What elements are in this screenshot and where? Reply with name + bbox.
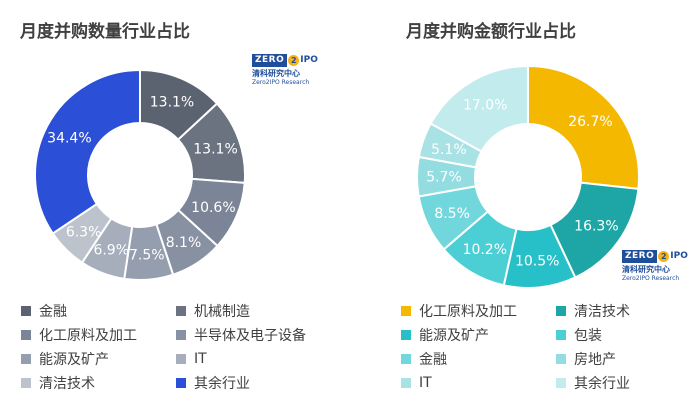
legend-label: 半导体及电子设备 — [194, 328, 306, 344]
legend-item: 清洁技术 — [556, 302, 700, 320]
legend-item: 半导体及电子设备 — [176, 326, 331, 344]
legend-label: 金融 — [39, 304, 67, 320]
slice-data-label: 17.0% — [463, 98, 507, 114]
zero2ipo-logo: ZERO 2 IPO 清科研究中心 Zero2IPO Research — [622, 250, 700, 290]
chart-legend: 金融 机械制造化工原料及加工 半导体及电子设备能源及矿产 IT 清洁技术 其余行业 — [21, 302, 331, 392]
legend-item: 其余行业 — [176, 374, 331, 392]
slice-data-label: 5.1% — [431, 142, 467, 158]
slice-data-label: 10.2% — [463, 242, 507, 258]
slice-data-label: 16.3% — [574, 219, 618, 235]
slice-data-label: 6.3% — [66, 225, 102, 241]
legend-label: 其余行业 — [574, 376, 630, 392]
quantity-share-panel: 月度并购数量行业占比 13.1% 13.1% 10.6% 8.1% 7.5% 6.9% 6.… — [20, 22, 338, 392]
donut-slice — [527, 64, 640, 190]
legend-swatch — [556, 306, 566, 316]
legend-label: IT — [419, 375, 432, 391]
logo-zero-text: ZERO — [622, 250, 658, 263]
legend-label: 清洁技术 — [39, 376, 95, 392]
legend-item: 化工原料及加工 — [21, 326, 176, 344]
slice-data-label: 13.1% — [150, 95, 194, 111]
legend-swatch — [176, 306, 186, 316]
legend-swatch — [21, 378, 31, 388]
legend-swatch — [401, 354, 411, 364]
legend-item: 化工原料及加工 — [401, 302, 556, 320]
legend-label: 化工原料及加工 — [419, 304, 517, 320]
legend-swatch — [176, 378, 186, 388]
legend-swatch — [176, 354, 186, 364]
legend-item: 清洁技术 — [21, 374, 176, 392]
logo-en-text: Zero2IPO Research — [252, 79, 310, 86]
zero2ipo-logo: ZERO 2 IPO 清科研究中心 Zero2IPO Research — [252, 54, 338, 94]
legend-label: 机械制造 — [194, 304, 250, 320]
legend-swatch — [401, 306, 411, 316]
logo-zero-text: ZERO — [252, 54, 288, 67]
legend-item: 金融 — [21, 302, 176, 320]
legend-label: 清洁技术 — [574, 304, 630, 320]
logo-ipo-text: IPO — [670, 251, 688, 261]
legend-swatch — [556, 378, 566, 388]
legend-swatch — [556, 330, 566, 340]
slice-data-label: 10.5% — [515, 253, 559, 269]
chart-title: 月度并购数量行业占比 — [20, 22, 190, 42]
slice-data-label: 26.7% — [568, 114, 612, 130]
legend-item: 金融 — [401, 350, 556, 368]
slice-data-label: 7.5% — [129, 248, 165, 264]
slice-data-label: 8.5% — [434, 206, 470, 222]
legend-swatch — [21, 330, 31, 340]
legend-swatch — [401, 378, 411, 388]
logo-en-text: Zero2IPO Research — [622, 275, 680, 282]
chart-title: 月度并购金额行业占比 — [406, 22, 576, 42]
legend-swatch — [21, 306, 31, 316]
slice-data-label: 5.7% — [426, 170, 462, 186]
legend-item: 能源及矿产 — [21, 350, 176, 368]
slice-data-label: 6.9% — [93, 243, 129, 259]
legend-label: 房地产 — [574, 352, 616, 368]
legend-swatch — [21, 354, 31, 364]
donut-slice — [34, 68, 141, 235]
chart-legend: 化工原料及加工 清洁技术能源及矿产 包装金融 房地产 IT 其余行业 — [401, 302, 700, 392]
legend-item: 其余行业 — [556, 374, 700, 392]
legend-swatch — [401, 330, 411, 340]
quantity-donut-chart: 13.1% 13.1% 10.6% 8.1%7.5%6.9% 6.3% 34.4% — [34, 68, 246, 281]
legend-item: 包装 — [556, 326, 700, 344]
legend-label: 能源及矿产 — [419, 328, 489, 344]
legend-item: IT — [401, 374, 556, 392]
legend-item: 能源及矿产 — [401, 326, 556, 344]
logo-ipo-text: IPO — [300, 55, 318, 65]
logo-two-mark: 2 — [658, 251, 670, 262]
legend-item: 机械制造 — [176, 302, 331, 320]
legend-label: IT — [194, 351, 207, 367]
slice-data-label: 13.1% — [193, 142, 237, 158]
legend-label: 其余行业 — [194, 376, 250, 392]
legend-swatch — [556, 354, 566, 364]
legend-item: 房地产 — [556, 350, 700, 368]
donut-slice — [429, 64, 529, 153]
slice-data-label: 10.6% — [191, 200, 235, 216]
legend-label: 化工原料及加工 — [39, 328, 137, 344]
legend-swatch — [176, 330, 186, 340]
legend-label: 金融 — [419, 352, 447, 368]
slice-data-label: 8.1% — [166, 235, 202, 251]
legend-item: IT — [176, 350, 331, 368]
amount-donut-chart: 26.7% 16.3% 10.5% 10.2% 8.5% 5.7% 5.1% 17.0% — [416, 64, 640, 289]
amount-share-panel: 月度并购金额行业占比 26.7% 16.3% 10.5% 10.2% 8.5% 5.7% 5… — [350, 0, 700, 405]
legend-label: 能源及矿产 — [39, 352, 109, 368]
logo-two-mark: 2 — [288, 55, 300, 66]
logo-cn-text: 清科研究中心 — [622, 265, 670, 274]
legend-label: 包装 — [574, 328, 602, 344]
logo-cn-text: 清科研究中心 — [252, 69, 300, 78]
slice-data-label: 34.4% — [47, 130, 91, 146]
